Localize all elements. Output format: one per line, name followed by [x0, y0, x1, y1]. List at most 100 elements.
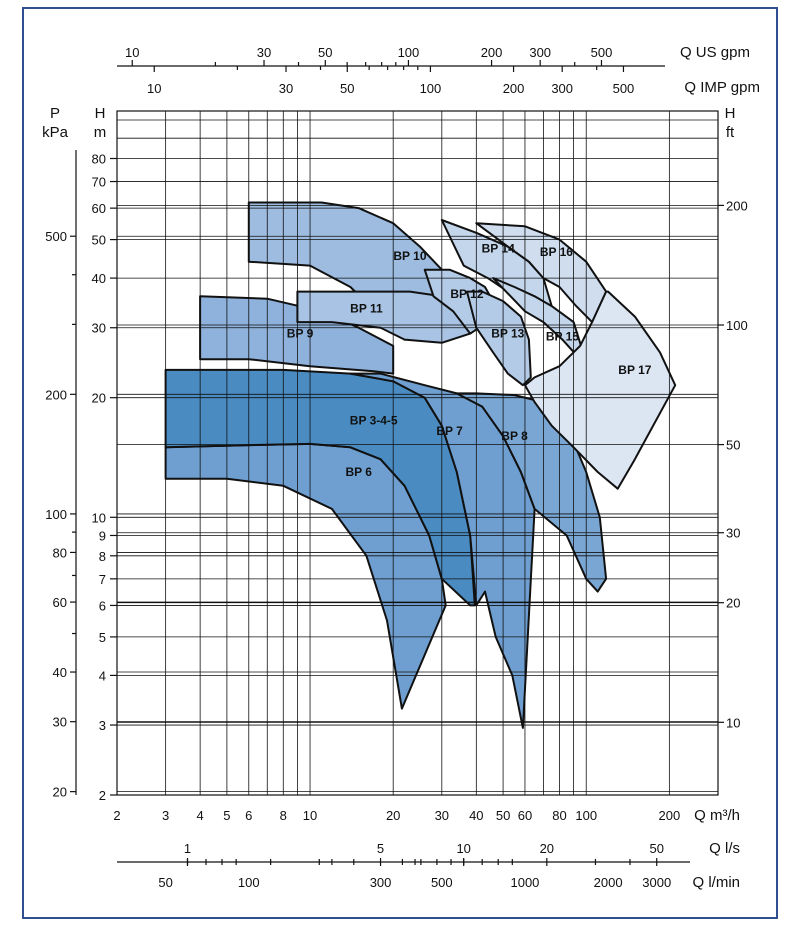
y-tick-m: 6	[99, 598, 106, 613]
x-tick-ls: 50	[649, 841, 663, 856]
x-tick-lmin: 2000	[594, 875, 623, 890]
y-tick-m: 8	[99, 549, 106, 564]
y-unit-kpa: kPa	[42, 124, 69, 141]
x-tick-lmin: 1000	[510, 875, 539, 890]
y-tick-ft: 30	[726, 526, 740, 541]
band-bp-13	[466, 290, 532, 387]
x-tick-m3h: 2	[113, 808, 120, 823]
x-tick-us-gpm: 300	[529, 45, 551, 60]
band-bp-17	[524, 290, 677, 490]
x-unit-imp-gpm: Q IMP gpm	[684, 79, 760, 96]
y-tick-kpa: 30	[53, 715, 67, 730]
band-label-bp-3-4-5: BP 3-4-5	[350, 414, 398, 428]
x-unit-lmin: Q l/min	[692, 874, 740, 891]
y-tick-m: 9	[99, 528, 106, 543]
x-tick-lmin: 100	[238, 875, 260, 890]
x-tick-lmin: 50	[158, 875, 172, 890]
y-tick-m: 60	[92, 201, 106, 216]
band-label-bp-10: BP 10	[393, 249, 426, 263]
y-tick-m: 50	[92, 233, 106, 248]
x-tick-m3h: 20	[386, 808, 400, 823]
band-labels: BP 6 BP 3-4-5 BP 7 BP 8 BP 9 BP 10 BP 11 BP 12 B…	[287, 241, 652, 479]
y-tick-ft: 50	[726, 438, 740, 453]
y-tick-kpa: 500	[45, 229, 67, 244]
y-unit-m: m	[94, 124, 107, 141]
y-tick-kpa: 40	[53, 665, 67, 680]
x-tick-us-gpm: 500	[591, 45, 613, 60]
chart-frame	[22, 7, 778, 919]
x-tick-imp-gpm: 100	[420, 81, 442, 96]
y-tick-kpa: 200	[45, 387, 67, 402]
grid	[116, 110, 719, 796]
y-tick-m: 3	[99, 718, 106, 733]
x-tick-m3h: 3	[162, 808, 169, 823]
y-tick-m: 7	[99, 572, 106, 587]
x-tick-m3h: 10	[303, 808, 317, 823]
x-tick-m3h: 30	[435, 808, 449, 823]
x-tick-lmin: 3000	[642, 875, 671, 890]
y-tick-kpa: 100	[45, 507, 67, 522]
x-unit-ls: Q l/s	[709, 840, 740, 857]
y-tick-ft: 200	[726, 198, 748, 213]
x-tick-m3h: 100	[575, 808, 597, 823]
y-tick-ft: 100	[726, 318, 748, 333]
pump-bands	[164, 201, 677, 729]
band-label-bp-9: BP 9	[287, 327, 314, 341]
y-tick-ft: 20	[726, 596, 740, 611]
x-tick-ls: 20	[540, 841, 554, 856]
x-tick-ls: 5	[377, 841, 384, 856]
y-tick-m: 4	[99, 668, 106, 683]
y-tick-kpa: 20	[53, 785, 67, 800]
x-tick-us-gpm: 30	[257, 45, 271, 60]
x-tick-m3h: 200	[659, 808, 681, 823]
y-tick-m: 40	[92, 271, 106, 286]
y-tick-kpa: 60	[53, 595, 67, 610]
x-tick-imp-gpm: 10	[147, 81, 161, 96]
band-label-bp-14: BP 14	[482, 241, 515, 255]
x-tick-m3h: 50	[496, 808, 510, 823]
band-label-bp-8: BP 8	[501, 429, 528, 443]
x-tick-us-gpm: 50	[318, 45, 332, 60]
y-unit-p: P	[50, 105, 60, 122]
y-tick-kpa: 80	[53, 545, 67, 560]
axes: 2 3 4 5 6 8 10 20 30 40 50 60 80 100 200 Q m³/h1 5 10 20 50…	[42, 44, 760, 891]
y-unit-h-right: H	[725, 105, 736, 122]
band-label-bp-15: BP 15	[546, 330, 579, 344]
x-tick-imp-gpm: 200	[503, 81, 525, 96]
y-tick-ft: 10	[726, 715, 740, 730]
x-tick-imp-gpm: 300	[551, 81, 573, 96]
x-tick-m3h: 80	[552, 808, 566, 823]
band-label-bp-7: BP 7	[436, 424, 463, 438]
band-label-bp-16: BP 16	[540, 245, 573, 259]
x-tick-m3h: 40	[469, 808, 483, 823]
plot-border	[116, 110, 719, 796]
x-tick-us-gpm: 100	[398, 45, 420, 60]
y-tick-m: 2	[99, 788, 106, 803]
band-label-bp-13: BP 13	[491, 327, 524, 341]
y-unit-h-left: H	[95, 105, 106, 122]
y-tick-m: 10	[92, 510, 106, 525]
band-label-bp-11: BP 11	[350, 302, 383, 316]
x-tick-m3h: 5	[223, 808, 230, 823]
x-tick-lmin: 300	[370, 875, 392, 890]
x-tick-m3h: 8	[280, 808, 287, 823]
y-tick-m: 80	[92, 152, 106, 167]
x-tick-m3h: 4	[197, 808, 204, 823]
y-tick-m: 20	[92, 391, 106, 406]
x-unit-m3h: Q m³/h	[694, 807, 740, 824]
x-tick-us-gpm: 200	[481, 45, 503, 60]
y-tick-m: 70	[92, 175, 106, 190]
band-label-bp-17: BP 17	[618, 363, 651, 377]
x-tick-ls: 10	[456, 841, 470, 856]
x-tick-imp-gpm: 500	[613, 81, 635, 96]
y-unit-ft: ft	[726, 124, 735, 141]
y-tick-m: 30	[92, 321, 106, 336]
x-tick-m3h: 6	[245, 808, 252, 823]
x-tick-imp-gpm: 50	[340, 81, 354, 96]
x-tick-us-gpm: 10	[125, 45, 139, 60]
x-tick-lmin: 500	[431, 875, 453, 890]
x-tick-m3h: 60	[518, 808, 532, 823]
x-tick-ls: 1	[184, 841, 191, 856]
x-unit-us-gpm: Q US gpm	[680, 44, 750, 61]
